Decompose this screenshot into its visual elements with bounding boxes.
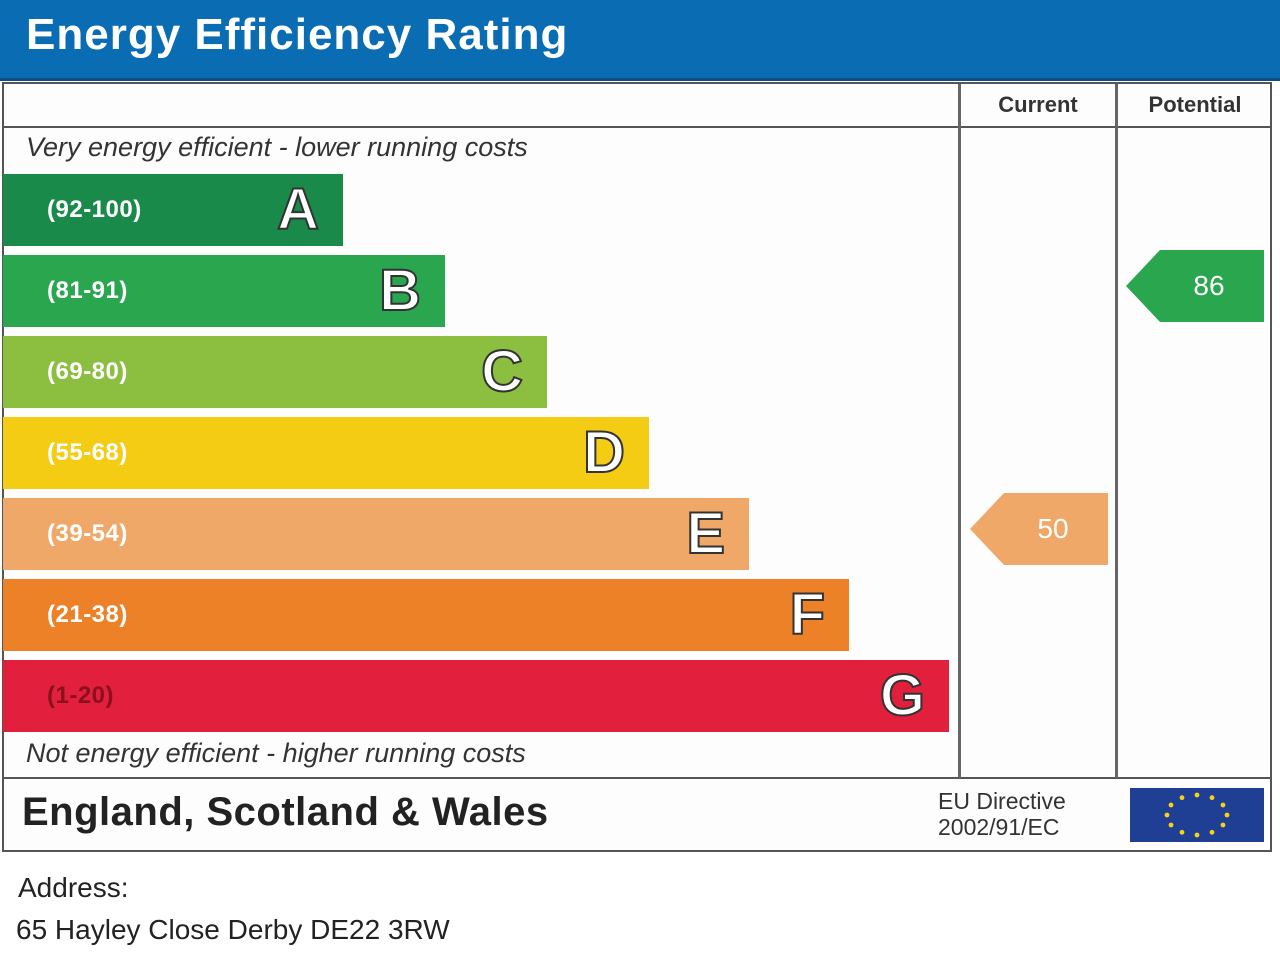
potential-column-divider xyxy=(1115,84,1118,778)
current-rating-pointer: 50 xyxy=(970,493,1108,565)
band-letter: E xyxy=(685,500,726,567)
address-label: Address: xyxy=(18,872,129,903)
eu-directive-line1: EU Directive xyxy=(938,788,1066,814)
band-d: (55-68) D xyxy=(3,417,649,489)
band-a: (92-100) A xyxy=(3,174,343,246)
band-range-label: (69-80) xyxy=(47,358,128,385)
page-title: Energy Efficiency Rating xyxy=(26,10,569,59)
band-letter: D xyxy=(582,419,626,486)
eu-star xyxy=(1209,829,1215,835)
eu-star xyxy=(1220,822,1226,828)
current-rating-pointer-value: 50 xyxy=(1037,513,1069,544)
band-letter: A xyxy=(276,176,320,243)
eu-star xyxy=(1168,822,1174,828)
potential-rating-pointer-shape xyxy=(1126,250,1264,322)
eu-directive-line2: 2002/91/EC xyxy=(938,814,1060,840)
header-divider xyxy=(2,126,1272,128)
band-range-label: (39-54) xyxy=(47,520,128,547)
current-column-divider xyxy=(958,84,961,778)
current-rating-pointer-shape xyxy=(970,493,1108,565)
band-b: (81-91) B xyxy=(3,255,445,327)
band-letter: F xyxy=(789,581,826,648)
band-range-label: (21-38) xyxy=(47,601,128,628)
potential-rating-pointer: 86 xyxy=(1126,250,1264,322)
eu-directive: EU Directive 2002/91/EC xyxy=(938,788,1066,840)
address-value: 65 Hayley Close Derby DE22 3RW xyxy=(16,914,450,945)
top-caption: Very energy efficient - lower running co… xyxy=(26,132,528,162)
band-range-label: (81-91) xyxy=(47,277,128,304)
potential-rating-pointer-value: 86 xyxy=(1193,270,1225,301)
header-bar: Energy Efficiency Rating xyxy=(0,0,1280,81)
band-g: (1-20) G xyxy=(3,660,949,732)
eu-star xyxy=(1224,812,1230,818)
band-range-label: (55-68) xyxy=(47,439,128,466)
eu-star xyxy=(1179,795,1185,801)
eu-star xyxy=(1179,829,1185,835)
band-f: (21-38) F xyxy=(3,579,849,651)
band-e: (39-54) E xyxy=(3,498,749,570)
band-c: (69-80) C xyxy=(3,336,547,408)
band-range-label: (92-100) xyxy=(47,196,142,223)
footer-country: England, Scotland & Wales xyxy=(22,790,549,834)
eu-star xyxy=(1168,802,1174,808)
eu-star xyxy=(1220,802,1226,808)
eu-star xyxy=(1209,795,1215,801)
eu-star xyxy=(1194,832,1200,838)
band-letter: G xyxy=(879,662,926,729)
potential-column-header: Potential xyxy=(1148,92,1242,117)
bottom-caption: Not energy efficient - higher running co… xyxy=(26,738,526,768)
current-column-header: Current xyxy=(998,92,1078,117)
eu-flag-icon xyxy=(1130,788,1264,842)
band-range-label: (1-20) xyxy=(47,682,115,709)
eu-star xyxy=(1194,792,1200,798)
band-letter: C xyxy=(480,338,524,405)
eu-star xyxy=(1164,812,1170,818)
band-letter: B xyxy=(378,257,422,324)
footer-divider xyxy=(2,777,1272,779)
